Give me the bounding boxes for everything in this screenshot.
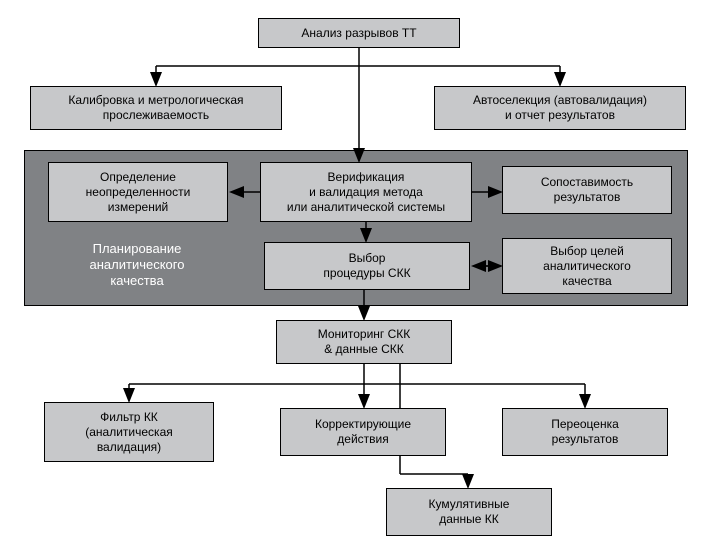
node-label: Корректирующиедействия [315, 417, 411, 447]
node-label: Переоценкарезультатов [551, 417, 619, 447]
node-calibration-traceability: Калибровка и метрологическаяпрослеживаем… [30, 86, 282, 130]
node-label: Выборпроцедуры СКК [323, 251, 410, 281]
node-targets-analytical-quality: Выбор целейаналитическогокачества [502, 238, 672, 294]
node-autoselection-report: Автоселекция (автовалидация)и отчет резу… [434, 86, 686, 130]
node-label: Сопоставимостьрезультатов [541, 175, 633, 205]
node-cumulative-kk-data: Кумулятивныеданные КК [386, 488, 552, 536]
node-label: Автоселекция (автовалидация)и отчет резу… [473, 93, 647, 123]
node-label: Фильтр КК(аналитическаявалидация) [85, 410, 173, 455]
node-filter-kk-validation: Фильтр КК(аналитическаявалидация) [44, 402, 214, 462]
node-label: Выбор целейаналитическогокачества [543, 244, 631, 289]
node-uncertainty-definition: Определениенеопределенностиизмерений [48, 162, 228, 222]
node-corrective-actions: Корректирующиедействия [280, 408, 446, 456]
node-label: Верификацияи валидация методаили аналити… [287, 170, 445, 215]
quality-planning-panel-label: Планированиеаналитическогокачества [44, 234, 230, 296]
node-label: Определениенеопределенностиизмерений [86, 170, 191, 215]
node-verification-validation: Верификацияи валидация методаили аналити… [260, 162, 472, 222]
node-label: Калибровка и метрологическаяпрослеживаем… [68, 93, 243, 123]
node-label: Анализ разрывов ТТ [301, 26, 416, 41]
node-procedure-selection-skk: Выборпроцедуры СКК [264, 242, 470, 290]
node-revaluation-results: Переоценкарезультатов [502, 408, 668, 456]
node-label: Мониторинг СКК& данные СКК [318, 327, 411, 357]
node-comparability-results: Сопоставимостьрезультатов [502, 166, 672, 214]
node-label: Кумулятивныеданные КК [429, 497, 510, 527]
node-analysis-gaps-tt: Анализ разрывов ТТ [258, 18, 460, 48]
node-monitoring-skk-data: Мониторинг СКК& данные СКК [276, 320, 452, 364]
